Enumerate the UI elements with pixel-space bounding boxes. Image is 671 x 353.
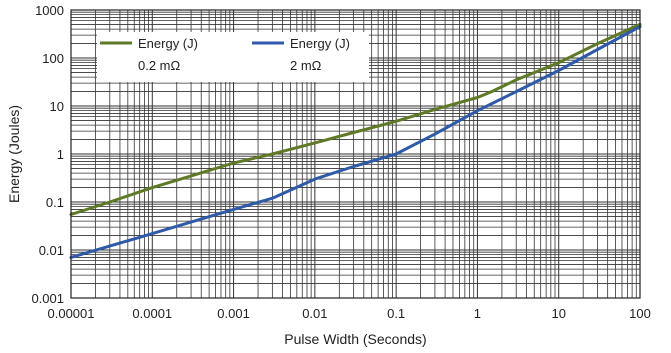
x-tick-label: 1 <box>474 306 481 321</box>
series-layer <box>69 22 642 259</box>
legend-box <box>97 32 369 82</box>
y-axis-title: Energy (Joules) <box>6 105 22 203</box>
y-tick-label: 1 <box>57 147 64 162</box>
x-tick-label: 0.0001 <box>132 306 172 321</box>
tick-labels: 0.00001 0.0001 0.001 0.01 0.1 1 10 100 0.001 0.01… <box>31 3 650 321</box>
legend-label-1: Energy (J) <box>138 36 198 51</box>
plot-frame <box>70 9 641 299</box>
y-tick-label: 10 <box>50 99 64 114</box>
x-tick-label: 100 <box>629 306 651 321</box>
x-tick-label: 0.01 <box>302 306 327 321</box>
legend-label-2: Energy (J) <box>290 36 350 51</box>
x-axis-title: Pulse Width (Seconds) <box>284 331 426 347</box>
legend-sublabel-2: 2 mΩ <box>290 58 322 73</box>
legend-sublabel-1: 0.2 mΩ <box>138 58 181 73</box>
y-tick-label: 1000 <box>35 3 64 18</box>
x-tick-label: 0.00001 <box>48 306 95 321</box>
x-tick-label: 0.1 <box>387 306 405 321</box>
legend: Energy (J) 0.2 mΩ Energy (J) 2 mΩ <box>97 32 369 82</box>
series-line-1 <box>69 22 642 216</box>
y-tick-label: 0.01 <box>39 243 64 258</box>
y-tick-label: 0.001 <box>31 291 64 306</box>
x-tick-label: 10 <box>551 306 565 321</box>
x-tick-label: 0.001 <box>217 306 250 321</box>
y-tick-label: 0.1 <box>46 195 64 210</box>
series-line-2 <box>69 25 642 259</box>
y-tick-label: 100 <box>42 51 64 66</box>
